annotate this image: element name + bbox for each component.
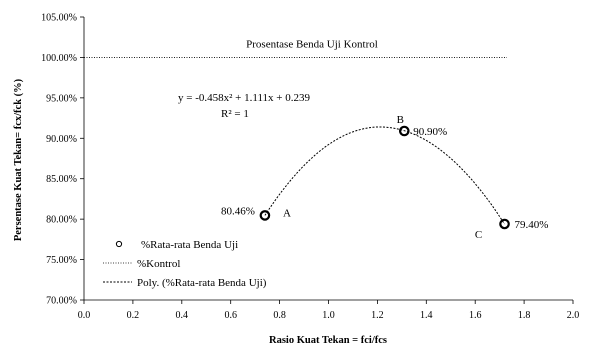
trend-equation: y = -0.458x² + 1.111x + 0.239 [178,92,311,104]
y-axis: 70.00% 75.00% 80.00% 85.00% 90.00% 95.00% 100.… [41,13,85,307]
y-tick-label: 105.00% [41,13,77,24]
point-letter-b: B [397,114,404,126]
y-tick-label: 100.00% [41,53,77,64]
value-label-a: 80.46% [221,205,255,217]
legend: %Rata-rata Benda Uji %Kontrol Poly. (%Ra… [103,239,267,289]
y-tick-label: 95.00% [46,93,77,104]
x-tick-label: 1.4 [420,310,433,321]
x-tick-label: 0.4 [176,310,189,321]
point-letter-c: C [475,229,482,241]
x-tick-label: 0.8 [273,310,286,321]
r-squared: R² = 1 [221,108,249,120]
x-tick-label: 1.6 [469,310,482,321]
x-tick-label: 1.2 [371,310,384,321]
legend-label-points: %Rata-rata Benda Uji [141,239,238,251]
legend-label-control: %Kontrol [137,258,180,270]
x-tick-label: 0.6 [224,310,237,321]
y-tick-label: 80.00% [46,215,77,226]
data-point-a [259,210,271,221]
data-point-c [499,218,510,230]
control-annotation: Prosentase Benda Uji Kontrol [246,38,378,50]
x-tick-label: 1.8 [518,310,531,321]
legend-item-trendline: Poly. (%Rata-rata Benda Uji) [103,277,267,289]
legend-label-trendline: Poly. (%Rata-rata Benda Uji) [137,277,267,289]
x-axis-title: Rasio Kuat Tekan = fci/fcs [269,335,387,346]
value-label-c: 79.40% [515,219,549,231]
x-tick-label: 0.2 [127,310,140,321]
y-axis-title: Persentase Kuat Tekan= fcx/fck (%) [13,78,24,241]
legend-marker-circle [115,240,123,248]
data-points: A 80.46% B 90.90% C 79.40% [221,114,548,241]
x-axis: 0.0 0.2 0.4 0.6 0.8 1.0 1.2 1.4 1.6 1.8 2.0 [78,299,580,321]
value-label-b: 90.90% [413,126,447,138]
x-tick-label: 2.0 [567,310,580,321]
x-tick-label: 0.0 [78,310,91,321]
y-tick-label: 85.00% [46,174,77,185]
legend-item-control: %Kontrol [103,258,180,270]
y-tick-label: 90.00% [46,134,77,145]
data-point-b [398,125,410,137]
y-tick-label: 70.00% [46,296,77,307]
trendline-curve [264,126,505,225]
x-tick-label: 1.0 [322,310,335,321]
legend-item-points: %Rata-rata Benda Uji [115,239,238,251]
y-tick-label: 75.00% [46,255,77,266]
point-letter-a: A [283,207,291,219]
